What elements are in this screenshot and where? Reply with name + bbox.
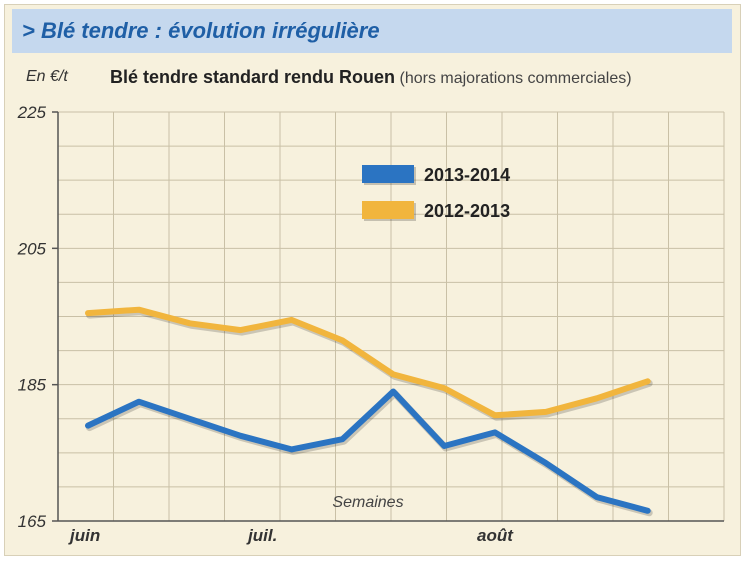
data-point [290, 318, 294, 322]
series-line [85, 306, 651, 419]
data-point [391, 372, 395, 376]
legend-swatch [362, 165, 414, 183]
data-point [239, 328, 243, 332]
data-point [86, 311, 90, 315]
legend-label: 2012-2013 [424, 201, 510, 221]
data-point [595, 396, 599, 400]
x-axis-label: Semaines [332, 494, 403, 511]
data-point [442, 386, 446, 390]
data-point [137, 308, 141, 312]
legend-label: 2013-2014 [424, 165, 510, 185]
data-point [239, 434, 243, 438]
data-point [493, 413, 497, 417]
data-point [188, 321, 192, 325]
chart-title: > Blé tendre : évolution irrégulière [22, 18, 380, 43]
data-point [646, 509, 650, 513]
title-bar: > Blé tendre : évolution irrégulière [12, 9, 732, 53]
data-point [188, 417, 192, 421]
y-tick-label: 165 [18, 512, 47, 531]
data-point [137, 400, 141, 404]
subtitle-main: Blé tendre standard rendu Rouen [110, 67, 396, 87]
y-tick-label: 185 [18, 376, 47, 395]
y-tick-label: 225 [17, 103, 47, 122]
y-tick-label: 205 [17, 239, 47, 258]
data-point [290, 447, 294, 451]
data-point [86, 424, 90, 428]
data-point [646, 379, 650, 383]
data-point [442, 444, 446, 448]
data-point [595, 495, 599, 499]
unit-label: En €/t [26, 68, 68, 85]
x-tick-label: juin [68, 526, 100, 545]
data-point [391, 389, 395, 393]
chart-subtitle: Blé tendre standard rendu Rouen (hors ma… [110, 67, 632, 88]
series-line [85, 388, 651, 514]
data-point [544, 461, 548, 465]
data-point [340, 437, 344, 441]
legend-swatch [362, 201, 414, 219]
data-point [340, 338, 344, 342]
x-tick-label: juil. [246, 526, 277, 545]
data-point [544, 410, 548, 414]
x-tick-label: août [477, 526, 514, 545]
data-point [493, 430, 497, 434]
subtitle-note: (hors majorations commerciales) [399, 70, 632, 87]
